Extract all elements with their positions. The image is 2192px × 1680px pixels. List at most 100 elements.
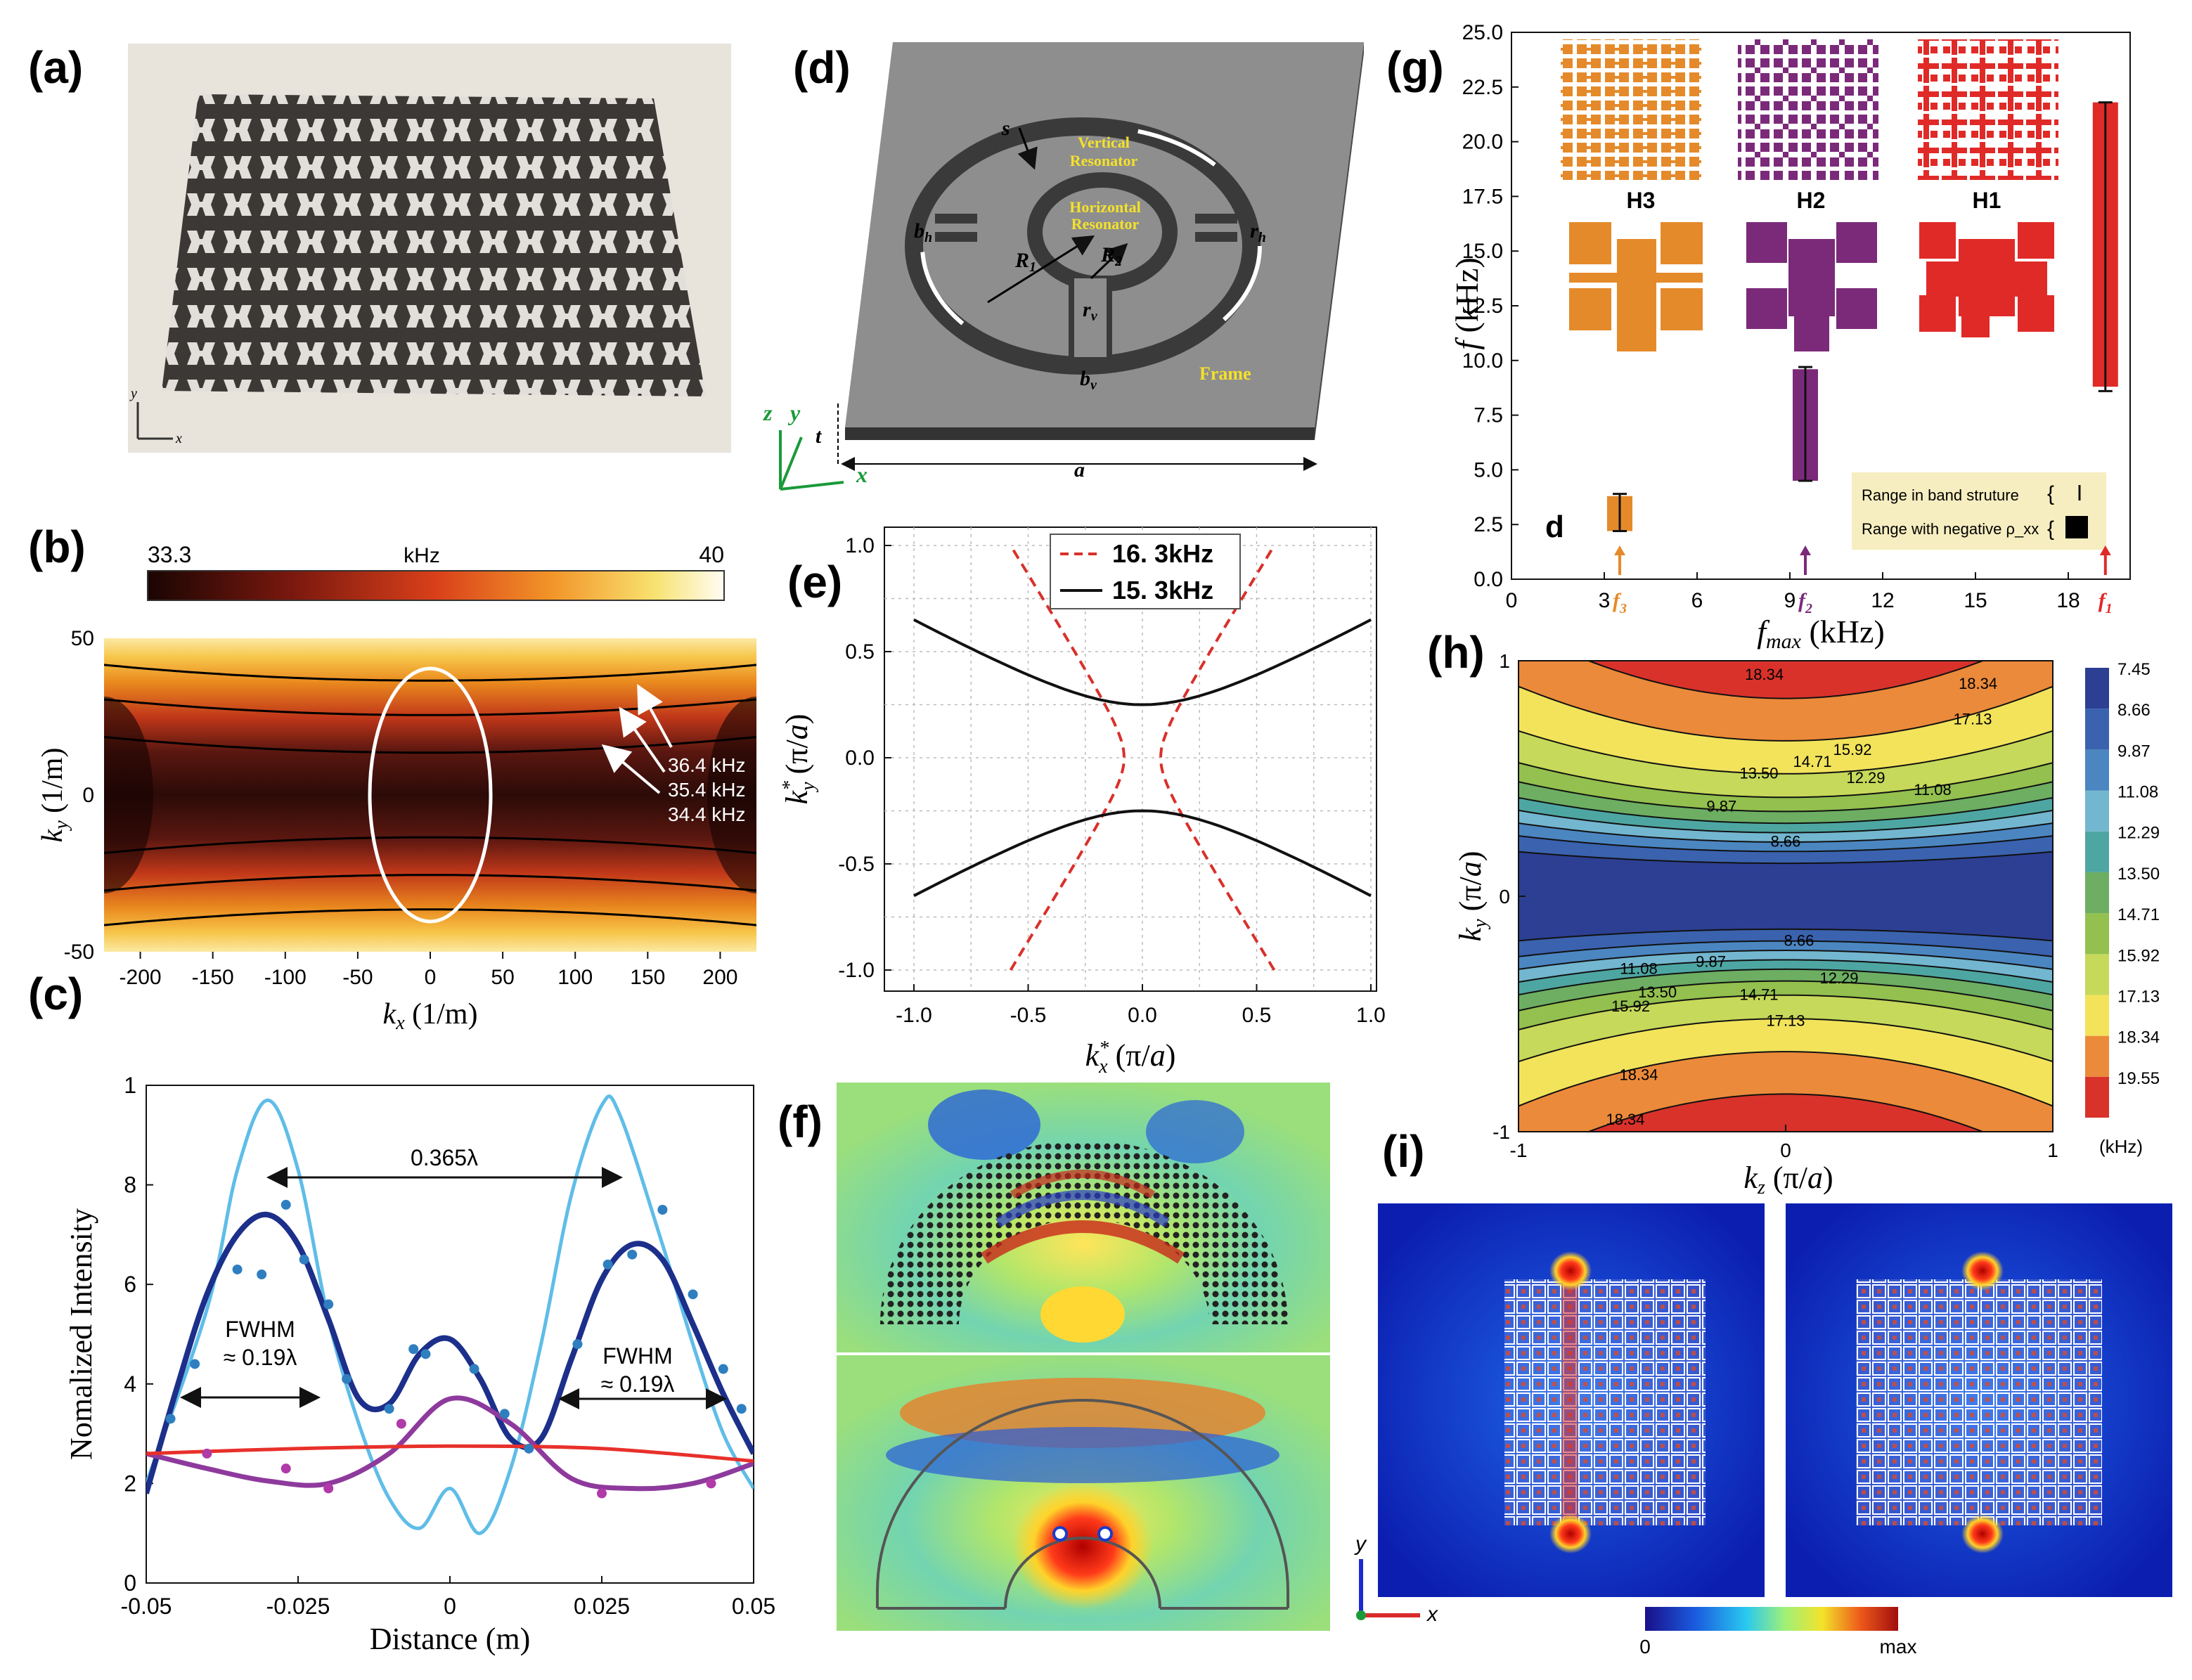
panel-f: (f) xyxy=(778,1083,1330,1631)
xtick-label-b: 100 xyxy=(557,966,593,989)
xtick-label-c: 0 xyxy=(444,1594,456,1619)
xtick-label-h: 1 xyxy=(2047,1139,2058,1161)
ylabel-c: Nomalized Intensity xyxy=(64,1208,98,1460)
xtick-label-b: -150 xyxy=(192,966,234,989)
colorbar-h-swatch xyxy=(2085,1076,2109,1118)
xlabel-g: fmax (kHz) xyxy=(1757,614,1885,653)
field-arc-red-1 xyxy=(981,1220,1185,1264)
ytick-label-g: 5.0 xyxy=(1474,458,1503,482)
contour-band-7.45 xyxy=(1519,851,2053,942)
series-dark-blue xyxy=(146,1211,754,1494)
ytick-label-c: 4 xyxy=(124,1371,136,1397)
data-point-blue xyxy=(281,1199,291,1210)
colorbar-b xyxy=(147,570,725,601)
contour-label-h: 15.92 xyxy=(1833,741,1871,758)
colorbar-h-tick: 19.55 xyxy=(2117,1069,2160,1088)
data-point-blue xyxy=(688,1289,698,1300)
contour-label-h: 15.92 xyxy=(1611,997,1650,1015)
field-focus-top xyxy=(1040,1286,1125,1343)
lattice-H2 xyxy=(1738,39,1878,180)
contour-arrow-1 xyxy=(637,683,673,748)
xtick-label-g: 12 xyxy=(1871,589,1894,612)
data-point-magenta xyxy=(323,1483,334,1494)
axis-i-y-label: y xyxy=(1354,1532,1367,1556)
data-point-blue xyxy=(299,1254,309,1265)
xtick-label-b: 150 xyxy=(630,966,665,989)
data-point-blue xyxy=(323,1299,334,1310)
dim-bv: bv xyxy=(1080,367,1097,393)
hotspot-right-top xyxy=(1961,1251,2004,1291)
ytick-label-g: 20.0 xyxy=(1462,131,1503,154)
ytick-label-c: 1 xyxy=(124,1073,136,1098)
xtick-label-h: 0 xyxy=(1780,1139,1791,1161)
fwhm-right-title: FWHM xyxy=(602,1343,673,1369)
data-point-blue xyxy=(190,1359,200,1369)
contour-label-h: 14.71 xyxy=(1739,986,1778,1003)
photo-axis-y-label: y xyxy=(129,386,137,401)
data-point-blue xyxy=(572,1339,583,1350)
lattice-H3 xyxy=(1561,39,1701,180)
data-point-blue xyxy=(165,1414,176,1424)
ytick-label-g: 10.0 xyxy=(1462,349,1503,373)
xtick-label-c: 0.05 xyxy=(732,1594,775,1619)
ytick-label-e: -0.5 xyxy=(838,853,875,876)
xtick-label-b: 0 xyxy=(425,966,437,989)
xtick-label-g: 9 xyxy=(1784,589,1796,612)
series-15-3kHz-branch xyxy=(913,809,1372,898)
neck-inner xyxy=(1074,278,1107,357)
lattice-H1 xyxy=(1918,39,2058,180)
legend-g-negative-swatch xyxy=(2065,516,2088,538)
contour-arrow-3 xyxy=(601,744,661,794)
ytick-label-g: 15.0 xyxy=(1462,240,1503,263)
colorbar-h-swatch xyxy=(2085,831,2109,872)
unit-cell-H1 xyxy=(1919,222,2054,337)
data-point-blue xyxy=(408,1344,419,1355)
series-red xyxy=(146,1444,754,1463)
data-point-blue xyxy=(342,1374,352,1384)
hotspot-left-bottom xyxy=(1549,1514,1592,1553)
contour-label-h: 8.66 xyxy=(1784,931,1814,949)
contour-label-h: 17.13 xyxy=(1953,710,1992,728)
fmax-label-H1: f1 xyxy=(2098,589,2113,616)
contour-label-h: 17.13 xyxy=(1766,1012,1805,1029)
bh-slot-top xyxy=(935,214,977,224)
panel-i-label: (i) xyxy=(1382,1126,1424,1177)
vertical-resonator-ring xyxy=(905,117,1261,375)
source-right xyxy=(1097,1526,1113,1542)
series-16-3kHz-branch xyxy=(1009,544,1126,971)
contour-line-36.4kHz xyxy=(104,664,756,682)
dispersion-map-b xyxy=(104,638,756,952)
axes-h: -1 0 1 1 0 -1 xyxy=(1493,650,2058,1161)
xlabel-c: Distance (m) xyxy=(370,1622,530,1656)
contour-label-h: 11.08 xyxy=(1914,781,1951,799)
xtick-label-g: 18 xyxy=(2056,589,2080,612)
fmax-label-H2: f2 xyxy=(1798,589,1812,616)
data-point-blue xyxy=(232,1264,243,1274)
ytick-label-e: -1.0 xyxy=(838,959,875,982)
xtick-label-e: 1.0 xyxy=(1356,1004,1386,1027)
colorbar-h-tick: 9.87 xyxy=(2117,742,2151,761)
xtick-label-e: 0.0 xyxy=(1128,1004,1157,1027)
xtick-label-c: -0.05 xyxy=(121,1594,172,1619)
colorbar-i-min: 0 xyxy=(1639,1636,1651,1658)
data-point-blue xyxy=(736,1404,747,1414)
plate-front-face xyxy=(845,427,1315,440)
contour-label-h: 18.34 xyxy=(1619,1066,1658,1083)
colorbar-h-tick: 8.66 xyxy=(2117,701,2151,720)
rh-slot-top xyxy=(1195,214,1237,224)
axis-i-x-label: x xyxy=(1426,1603,1438,1626)
series-purple xyxy=(146,1395,754,1492)
dim-a: a xyxy=(1074,458,1085,482)
fmax-arrowhead-H3 xyxy=(1614,545,1625,555)
frame-label: Frame xyxy=(1199,363,1251,384)
data-point-magenta xyxy=(706,1478,716,1489)
R1-line xyxy=(987,235,1095,304)
data-point-blue xyxy=(384,1404,394,1414)
ytick-label-g: 7.5 xyxy=(1474,404,1503,427)
colorbar-h-swatch xyxy=(2085,668,2109,709)
colorbar-h-swatch xyxy=(2085,995,2109,1036)
colorbar-b-unit: kHz xyxy=(404,544,440,567)
data-point-blue xyxy=(627,1249,638,1260)
data-point-magenta xyxy=(597,1488,607,1499)
fwhm-left-value: ≈ 0.19λ xyxy=(224,1345,297,1370)
